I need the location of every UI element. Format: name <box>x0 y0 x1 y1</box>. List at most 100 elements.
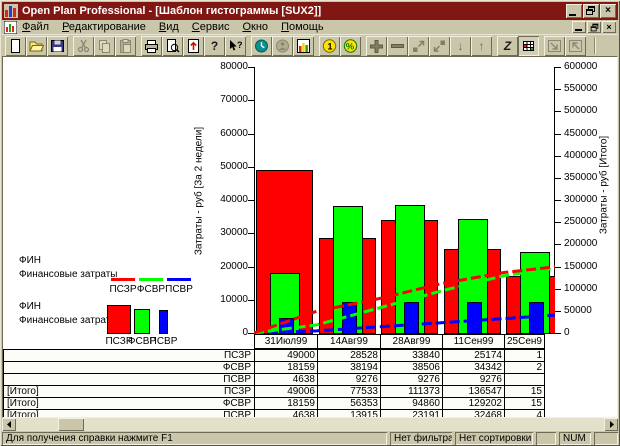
table-cell[interactable]: 9276 <box>442 374 504 385</box>
x-label-3: 11Сен99 <box>442 335 504 348</box>
row-resource-label: ПСЗР <box>223 386 251 397</box>
table-cell[interactable]: 15 <box>504 398 544 409</box>
table-cell[interactable]: 34342 <box>442 362 504 373</box>
table-cell[interactable]: 129202 <box>442 398 504 409</box>
table-cell[interactable]: 2 <box>504 362 544 373</box>
new-button[interactable] <box>5 35 26 56</box>
menu-item-4[interactable]: Окно <box>242 20 269 33</box>
table-cell[interactable]: 25174 <box>442 350 504 361</box>
table-view-button[interactable] <box>518 35 539 56</box>
table-cell[interactable]: 4 <box>504 410 544 417</box>
table-cell[interactable] <box>504 374 544 385</box>
time-analysis-button[interactable] <box>251 35 272 56</box>
scroll-left-button[interactable] <box>2 418 16 431</box>
histogram-button[interactable] <box>293 35 314 56</box>
table-cell[interactable]: 38506 <box>380 362 442 373</box>
unlink-window-button[interactable] <box>565 35 586 56</box>
table-cell[interactable]: 4638 <box>254 374 317 385</box>
table-cell[interactable]: 49000 <box>254 350 317 361</box>
context-help-icon: ? <box>230 39 243 50</box>
print-button[interactable] <box>141 35 162 56</box>
legend-bar-label-ПСЗР: ПСЗР <box>105 336 133 347</box>
right-tick <box>555 89 561 91</box>
percent-icon: % <box>343 38 358 53</box>
legend-bars-name: Финансовые затраты <box>19 315 118 326</box>
left-tick-label: 10000 <box>220 293 248 305</box>
table-row-0: ПСЗР 49000 28528 33840 25174 1 <box>3 349 545 362</box>
promote-button[interactable] <box>408 35 429 56</box>
table-cell[interactable]: 18159 <box>254 362 317 373</box>
legend-bar-sample-ФСВР <box>134 309 150 334</box>
table-cell[interactable]: 38194 <box>317 362 380 373</box>
child-minimize-icon <box>575 29 582 31</box>
left-tick <box>248 333 254 334</box>
document-chart-icon[interactable] <box>4 20 17 34</box>
menu-item-3[interactable]: Сервис <box>191 20 230 33</box>
child-restore-button[interactable] <box>587 21 601 33</box>
table-cell[interactable]: 49006 <box>254 386 317 397</box>
paste-button[interactable] <box>115 35 136 56</box>
table-cell[interactable]: 15 <box>504 386 544 397</box>
scrollbar-thumb[interactable] <box>58 418 84 431</box>
close-button[interactable]: × <box>600 4 616 18</box>
help-button[interactable]: ? <box>204 35 225 56</box>
row-header: ПСВР <box>4 374 254 385</box>
copy-button[interactable] <box>94 35 115 56</box>
print-preview-icon <box>167 38 180 53</box>
table-cell[interactable]: 94860 <box>380 398 442 409</box>
move-up-button[interactable]: ↑ <box>471 35 492 56</box>
context-help-button[interactable]: ? <box>225 35 246 56</box>
menu-item-5[interactable]: Помощь <box>281 20 324 33</box>
status-help-text: Для получения справки нажмите F1 <box>2 432 387 445</box>
histogram-icon <box>297 38 310 53</box>
table-cell[interactable]: 56353 <box>317 398 380 409</box>
menu-item-1[interactable]: Редактирование <box>62 20 146 33</box>
resource-icon <box>276 39 289 52</box>
minimize-icon <box>569 14 576 16</box>
open-button[interactable] <box>26 35 47 56</box>
table-cell[interactable]: 4638 <box>254 410 317 417</box>
right-tick <box>555 155 561 157</box>
child-close-button[interactable]: × <box>602 21 616 33</box>
left-axis-title: Затраты - руб [За 2 недели] <box>193 126 205 256</box>
link-window-button[interactable] <box>544 35 565 56</box>
percent-button[interactable]: % <box>340 35 361 56</box>
add-button[interactable] <box>366 35 387 56</box>
table-cell[interactable]: 9276 <box>317 374 380 385</box>
legend-line-sample-ПСВР <box>167 278 191 281</box>
table-cell[interactable]: 28528 <box>317 350 380 361</box>
save-button[interactable] <box>47 35 68 56</box>
table-cell[interactable]: 23191 <box>380 410 442 417</box>
demote-button[interactable] <box>429 35 450 56</box>
menu-item-2[interactable]: Вид <box>158 20 179 33</box>
legend-line-sample-ФСВР <box>139 278 163 281</box>
print-preview-button[interactable] <box>162 35 183 56</box>
restore-button[interactable] <box>583 4 599 18</box>
table-cell[interactable]: 136547 <box>442 386 504 397</box>
menu-item-0[interactable]: Файл <box>22 20 50 33</box>
row-resource-label: ПСЗР <box>223 350 251 361</box>
minimize-button[interactable] <box>566 4 582 18</box>
horizontal-scrollbar[interactable] <box>2 418 618 431</box>
resource-analysis-button[interactable] <box>272 35 293 56</box>
right-axis-title: Затраты - руб [Итого] <box>598 135 610 235</box>
scroll-right-button[interactable] <box>604 418 618 431</box>
move-down-button[interactable]: ↓ <box>450 35 471 56</box>
zoom-button[interactable]: Z <box>497 35 518 56</box>
table-cell[interactable]: 1 <box>504 350 544 361</box>
right-tick <box>555 67 561 68</box>
table-cell[interactable]: 13915 <box>317 410 380 417</box>
cost-button[interactable]: 1 <box>319 35 340 56</box>
child-minimize-button[interactable] <box>572 21 586 33</box>
table-cell[interactable]: 18159 <box>254 398 317 409</box>
left-tick-label: 50000 <box>220 160 248 172</box>
table-cell[interactable]: 33840 <box>380 350 442 361</box>
x-axis-labels: 31Июл99 14Авг99 28Авг99 11Сен99 25Сен9 <box>254 334 545 349</box>
cut-button[interactable] <box>73 35 94 56</box>
table-cell[interactable]: 9276 <box>380 374 442 385</box>
remove-button[interactable] <box>387 35 408 56</box>
table-cell[interactable]: 77533 <box>317 386 380 397</box>
table-cell[interactable]: 111373 <box>380 386 442 397</box>
table-cell[interactable]: 32468 <box>442 410 504 417</box>
rollup-button[interactable] <box>183 35 204 56</box>
